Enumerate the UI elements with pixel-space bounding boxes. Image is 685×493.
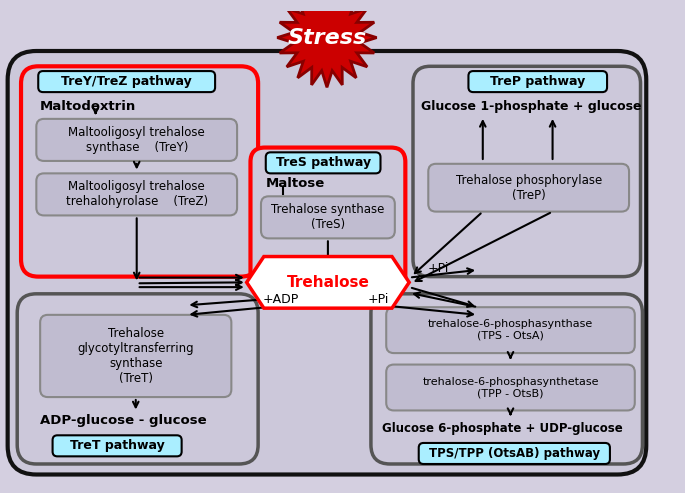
Text: TreP pathway: TreP pathway bbox=[490, 75, 586, 88]
FancyBboxPatch shape bbox=[36, 119, 237, 161]
FancyBboxPatch shape bbox=[40, 315, 232, 397]
FancyBboxPatch shape bbox=[469, 71, 607, 92]
Text: Glucose 6-phosphate + UDP-glucose: Glucose 6-phosphate + UDP-glucose bbox=[382, 422, 623, 435]
Polygon shape bbox=[277, 0, 377, 87]
Text: TreT pathway: TreT pathway bbox=[70, 439, 164, 452]
FancyBboxPatch shape bbox=[266, 152, 380, 174]
Text: Trehalose: Trehalose bbox=[286, 275, 369, 290]
FancyBboxPatch shape bbox=[17, 294, 258, 464]
FancyBboxPatch shape bbox=[428, 164, 629, 211]
FancyBboxPatch shape bbox=[36, 174, 237, 215]
Text: Maltooligosyl trehalose
synthase    (TreY): Maltooligosyl trehalose synthase (TreY) bbox=[68, 126, 205, 154]
Text: Maltooligosyl trehalose
trehalohyrolase    (TreZ): Maltooligosyl trehalose trehalohyrolase … bbox=[66, 180, 208, 209]
Text: Trehalose
glycotyltransferring
synthase
(TreT): Trehalose glycotyltransferring synthase … bbox=[77, 327, 194, 385]
Text: TPS/TPP (OtsAB) pathway: TPS/TPP (OtsAB) pathway bbox=[429, 447, 600, 460]
FancyBboxPatch shape bbox=[38, 71, 215, 92]
FancyBboxPatch shape bbox=[371, 294, 643, 464]
Text: Trehalose synthase
(TreS): Trehalose synthase (TreS) bbox=[271, 203, 384, 231]
Text: Maltodextrin: Maltodextrin bbox=[40, 100, 136, 113]
Text: trehalose-6-phosphasynthase
(TPS - OtsA): trehalose-6-phosphasynthase (TPS - OtsA) bbox=[428, 319, 593, 341]
Text: +Pi: +Pi bbox=[427, 262, 449, 276]
Text: Trehalose phosphorylase
(TreP): Trehalose phosphorylase (TreP) bbox=[456, 174, 602, 202]
FancyBboxPatch shape bbox=[261, 196, 395, 239]
FancyBboxPatch shape bbox=[251, 147, 406, 293]
FancyBboxPatch shape bbox=[386, 364, 635, 411]
Text: +ADP: +ADP bbox=[263, 293, 299, 306]
Text: Stress: Stress bbox=[287, 28, 366, 48]
FancyBboxPatch shape bbox=[419, 443, 610, 464]
Text: Maltose: Maltose bbox=[266, 177, 325, 190]
FancyBboxPatch shape bbox=[8, 51, 646, 474]
Text: TreY/TreZ pathway: TreY/TreZ pathway bbox=[61, 75, 192, 88]
Text: trehalose-6-phosphasynthetase
(TPP - OtsB): trehalose-6-phosphasynthetase (TPP - Ots… bbox=[422, 377, 599, 398]
Text: TreS pathway: TreS pathway bbox=[275, 156, 371, 170]
Text: +Pi: +Pi bbox=[368, 293, 390, 306]
Text: ADP-glucose - glucose: ADP-glucose - glucose bbox=[40, 414, 207, 426]
Text: Glucose 1-phosphate + glucose: Glucose 1-phosphate + glucose bbox=[421, 100, 641, 113]
FancyBboxPatch shape bbox=[21, 66, 258, 277]
FancyBboxPatch shape bbox=[386, 307, 635, 353]
Polygon shape bbox=[247, 256, 409, 308]
FancyBboxPatch shape bbox=[53, 435, 182, 457]
FancyBboxPatch shape bbox=[413, 66, 640, 277]
